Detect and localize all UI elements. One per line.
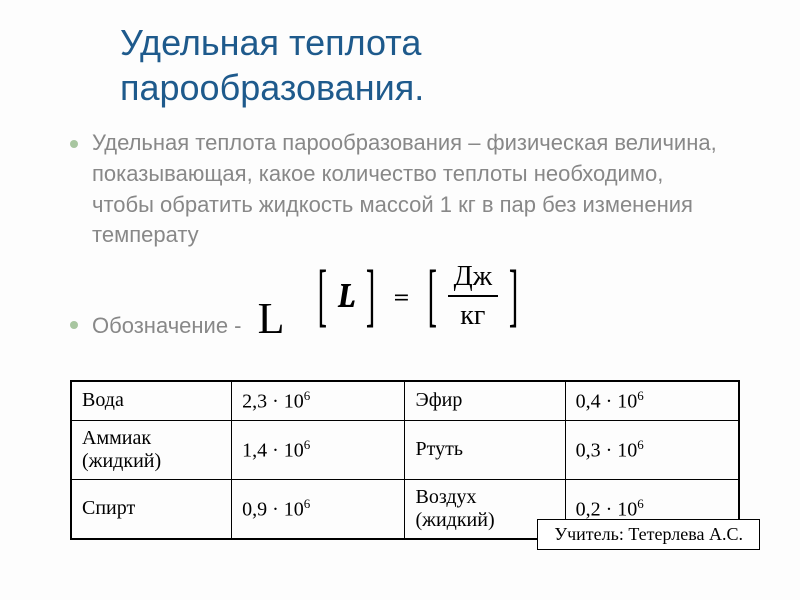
slide-title: Удельная теплота парообразования. — [70, 20, 730, 110]
substance-value: 2,3 · 106 — [232, 382, 405, 421]
substance-label: Спирт — [72, 479, 232, 538]
substance-label: Эфир — [405, 382, 565, 421]
unit-numerator: Дж — [448, 260, 498, 297]
notation-text: Обозначение - L — [92, 293, 285, 344]
formula-left-symbol: L — [338, 276, 356, 316]
notation-label: Обозначение - — [92, 313, 248, 338]
substance-label: Аммиак (жидкий) — [72, 420, 232, 479]
substance-label: Вода — [72, 382, 232, 421]
substance-value: 0,4 · 106 — [565, 382, 738, 421]
definition-text: Удельная теплота парообразования – физич… — [92, 128, 730, 251]
left-bracket-icon: [ — [426, 262, 438, 330]
title-line-1: Удельная теплота — [120, 22, 421, 63]
slide-container: Удельная теплота парообразования. Удельн… — [0, 0, 800, 600]
vaporization-table: Вода2,3 · 106Эфир0,4 · 106Аммиак (жидкий… — [71, 381, 739, 539]
substance-label: Ртуть — [405, 420, 565, 479]
teacher-label: Учитель: Тетерлева А.С. — [537, 519, 760, 550]
formula: [ L ] = [ Дж кг ] — [310, 260, 526, 332]
left-bracket-icon: [ — [316, 262, 328, 330]
substance-value: 1,4 · 106 — [232, 420, 405, 479]
data-table-wrap: Вода2,3 · 106Эфир0,4 · 106Аммиак (жидкий… — [70, 380, 740, 540]
definition-item: Удельная теплота парообразования – физич… — [70, 128, 730, 251]
bullet-icon — [70, 321, 78, 329]
notation-symbol: L — [258, 294, 285, 343]
title-line-2: парообразования. — [120, 67, 424, 108]
unit-fraction: Дж кг — [448, 260, 498, 332]
substance-value: 0,3 · 106 — [565, 420, 738, 479]
right-bracket-icon: ] — [508, 262, 520, 330]
table-row: Аммиак (жидкий)1,4 · 106Ртуть0,3 · 106 — [72, 420, 739, 479]
unit-denominator: кг — [460, 297, 485, 332]
equals-sign: = — [393, 279, 410, 314]
bullet-icon — [70, 140, 78, 148]
table-row: Вода2,3 · 106Эфир0,4 · 106 — [72, 382, 739, 421]
right-bracket-icon: ] — [365, 262, 377, 330]
substance-value: 0,9 · 106 — [232, 479, 405, 538]
